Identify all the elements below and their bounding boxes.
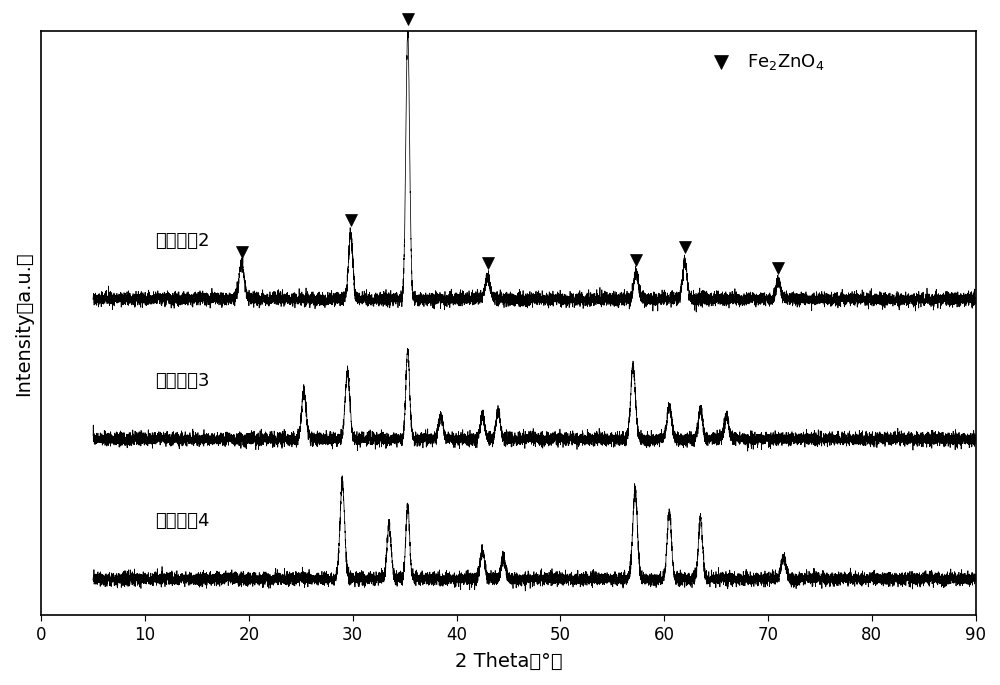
X-axis label: 2 Theta（°）: 2 Theta（°） — [455, 652, 562, 671]
Text: 实施案兩2: 实施案兩2 — [155, 232, 210, 250]
Text: 实施案兩4: 实施案兩4 — [155, 512, 210, 530]
Text: 实施案兩3: 实施案兩3 — [155, 372, 210, 390]
Text: Fe$_2$ZnO$_4$: Fe$_2$ZnO$_4$ — [747, 52, 825, 72]
Y-axis label: Intensity（a.u.）: Intensity（a.u.） — [14, 251, 33, 396]
